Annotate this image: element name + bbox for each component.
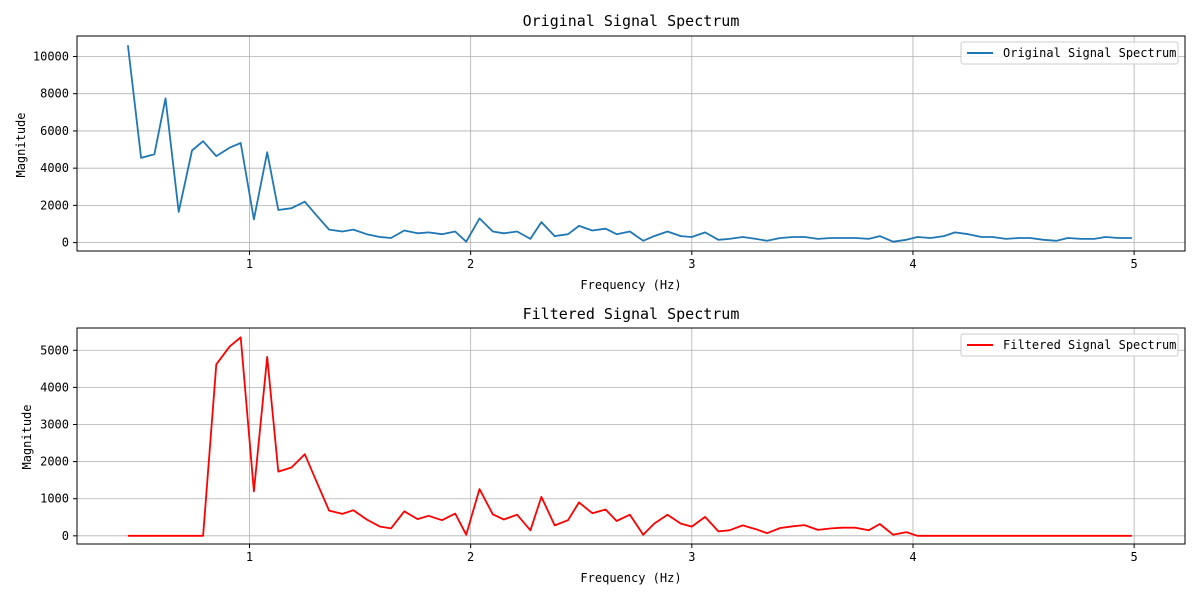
y-tick-label: 2000	[40, 455, 69, 469]
original-spectrum-plot: Original Signal Spectrum Frequency (Hz) …	[14, 12, 1186, 292]
x-axis-label: Frequency (Hz)	[580, 278, 681, 292]
filtered-spectrum-plot: Filtered Signal Spectrum Frequency (Hz) …	[20, 305, 1186, 585]
x-tick-label: 5	[1131, 257, 1138, 271]
y-tick-label: 1000	[40, 492, 69, 506]
series-line	[127, 45, 1132, 243]
y-tick-label: 0	[62, 529, 69, 543]
plot-frame	[76, 327, 1186, 545]
plot-frame	[76, 35, 1186, 252]
y-tick-label: 0	[62, 236, 69, 250]
x-tick-label: 2	[467, 257, 474, 271]
series-line	[127, 336, 1132, 537]
x-axis-label: Frequency (Hz)	[580, 571, 681, 585]
y-tick-label: 3000	[40, 417, 69, 431]
y-tick-label: 8000	[40, 87, 69, 101]
legend-label: Filtered Signal Spectrum	[1003, 338, 1176, 352]
x-tick-label: 1	[246, 550, 253, 564]
y-tick-label: 6000	[40, 124, 69, 138]
y-axis-label: Magnitude	[14, 112, 28, 177]
legend-box	[960, 333, 1179, 357]
legend: Original Signal Spectrum	[960, 41, 1179, 65]
x-tick-label: 3	[688, 257, 695, 271]
x-tick-label: 4	[909, 257, 916, 271]
legend: Filtered Signal Spectrum	[960, 333, 1179, 357]
y-tick-label: 4000	[40, 380, 69, 394]
y-tick-label: 5000	[40, 343, 69, 357]
legend-label: Original Signal Spectrum	[1003, 46, 1176, 60]
legend-box	[960, 41, 1179, 65]
x-tick-label: 3	[688, 550, 695, 564]
chart-title: Original Signal Spectrum	[523, 12, 740, 30]
chart-title: Filtered Signal Spectrum	[523, 305, 740, 323]
y-tick-label: 2000	[40, 198, 69, 212]
y-axis-label: Magnitude	[20, 404, 34, 469]
x-tick-label: 5	[1131, 550, 1138, 564]
x-tick-label: 4	[909, 550, 916, 564]
x-tick-label: 2	[467, 550, 474, 564]
y-tick-label: 4000	[40, 161, 69, 175]
x-tick-label: 1	[246, 257, 253, 271]
y-tick-label: 10000	[33, 49, 69, 63]
